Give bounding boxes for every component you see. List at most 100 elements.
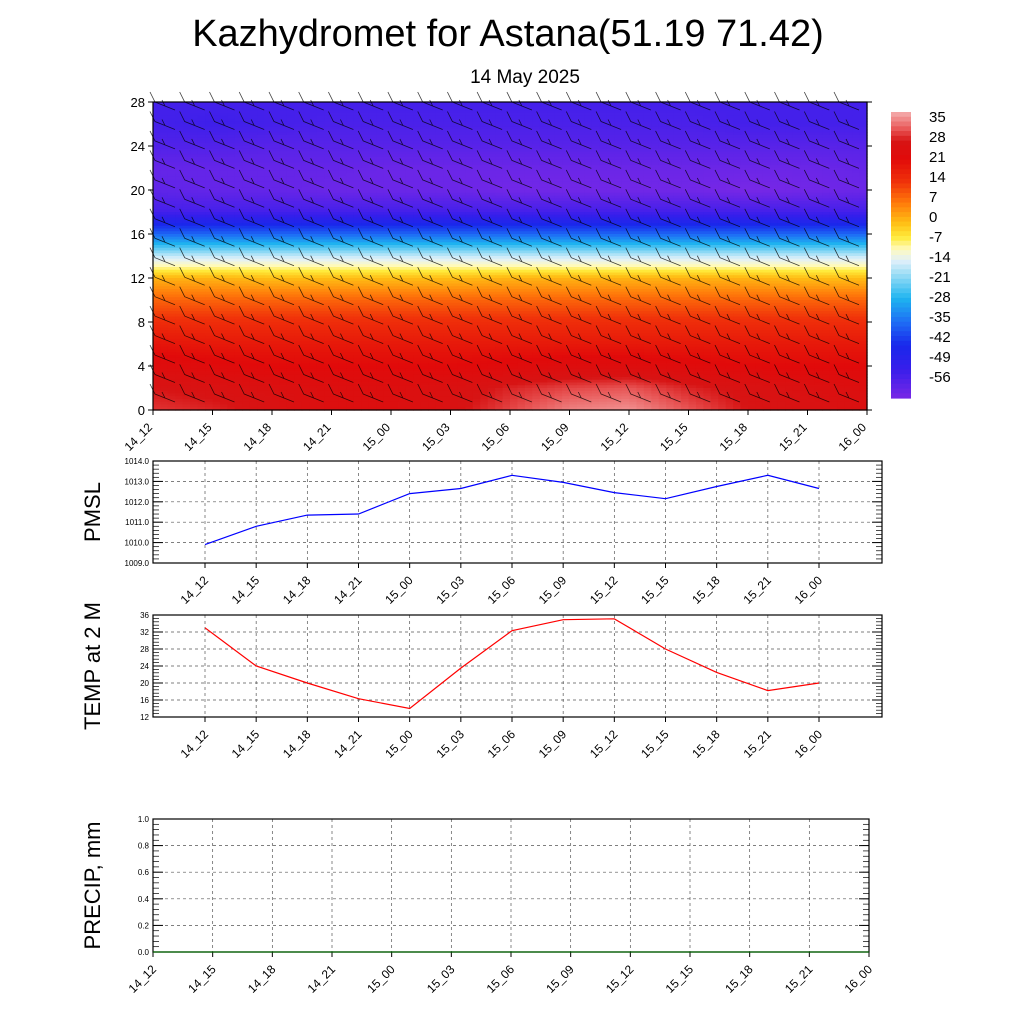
heatmap-cell (554, 110, 563, 114)
heatmap-cell (465, 234, 474, 238)
heatmap-cell (398, 135, 407, 139)
heatmap-cell (294, 151, 303, 155)
heatmap-cell (272, 135, 281, 139)
heatmap-cell (733, 104, 742, 109)
heatmap-cell (733, 140, 742, 144)
heatmap-cell (547, 223, 556, 227)
heatmap-cell (435, 201, 444, 205)
heatmap-cell (175, 157, 184, 161)
heatmap-cell (338, 198, 347, 202)
heatmap-cell (353, 214, 362, 219)
heatmap-cell (733, 198, 742, 202)
heatmap-cell (695, 132, 704, 136)
heatmap-cell (718, 132, 727, 136)
heatmap-cell (822, 201, 831, 205)
heatmap-cell (301, 151, 310, 155)
heatmap-cell (197, 148, 206, 153)
heatmap-cell (636, 121, 645, 125)
heatmap-cell (510, 203, 519, 208)
heatmap-cell (361, 118, 370, 122)
heatmap-cell (450, 181, 459, 186)
heatmap-cell (532, 146, 541, 150)
heatmap-cell (212, 110, 221, 114)
heatmap-cell (547, 159, 556, 164)
heatmap-cell (205, 239, 214, 243)
heatmap-cell (725, 231, 734, 235)
heatmap-cell (405, 162, 414, 166)
heatmap-cell (160, 148, 169, 153)
heatmap-cell (733, 209, 742, 213)
heatmap-cell (651, 179, 660, 183)
heatmap-cell (688, 239, 697, 243)
heatmap-cell (822, 170, 831, 175)
heatmap-cell (405, 225, 414, 230)
heatmap-cell (629, 195, 638, 199)
heatmap-cell (205, 195, 214, 199)
heatmap-cell (539, 126, 548, 131)
heatmap-cell (718, 154, 727, 158)
heatmap-cell (688, 113, 697, 117)
heatmap-cell (651, 102, 660, 106)
heatmap-cell (368, 151, 377, 155)
heatmap-cell (316, 198, 325, 202)
heatmap-cell (792, 179, 801, 183)
heatmap-cell (547, 110, 556, 114)
heatmap-cell (576, 234, 585, 238)
heatmap-cell (770, 124, 779, 128)
heatmap-cell (584, 203, 593, 208)
heatmap-cell (651, 239, 660, 243)
heatmap-cell (465, 176, 474, 180)
heatmap-cell (755, 148, 764, 153)
heatmap-cell (814, 129, 823, 133)
heatmap-cell (695, 242, 704, 246)
heatmap-cell (770, 157, 779, 161)
heatmap-cell (420, 104, 429, 109)
heatmap-cell (829, 195, 838, 199)
heatmap-cell (666, 228, 675, 232)
heatmap-cell (301, 135, 310, 139)
heatmap-cell (777, 203, 786, 208)
heatmap-cell (681, 228, 690, 232)
heatmap-cell (539, 195, 548, 199)
heatmap-cell (480, 201, 489, 205)
heatmap-cell (681, 198, 690, 202)
heatmap-cell (219, 135, 228, 139)
heatmap-cell (643, 201, 652, 205)
heatmap-cell (428, 176, 437, 180)
heatmap-cell (576, 217, 585, 221)
heatmap-cell (249, 203, 258, 208)
heatmap-cell (673, 190, 682, 194)
heatmap-cell (457, 137, 466, 142)
heatmap-cell (532, 118, 541, 122)
heatmap-cell (361, 126, 370, 131)
heatmap-cell (383, 110, 392, 114)
heatmap-cell (651, 165, 660, 169)
heatmap-cell (740, 146, 749, 150)
heatmap-cell (800, 135, 809, 139)
heatmap-cell (562, 124, 571, 128)
heatmap-cell (495, 239, 504, 243)
heatmap-cell (569, 220, 578, 224)
heatmap-cell (219, 107, 228, 111)
heatmap-cell (770, 225, 779, 230)
heatmap-cell (450, 220, 459, 224)
heatmap-cell (770, 190, 779, 194)
heatmap-cell (435, 132, 444, 136)
heatmap-cell (428, 214, 437, 219)
heatmap-cell (219, 157, 228, 161)
heatmap-cell (740, 201, 749, 205)
heatmap-cell (792, 137, 801, 142)
heatmap-cell (205, 225, 214, 230)
heatmap-cell (859, 151, 868, 155)
heatmap-cell (755, 135, 764, 139)
heatmap-cell (554, 118, 563, 122)
heatmap-cell (301, 239, 310, 243)
heatmap-cell (420, 190, 429, 194)
heatmap-cell (331, 190, 340, 194)
heatmap-cell (666, 176, 675, 180)
heatmap-cell (740, 225, 749, 230)
heatmap-cell (153, 228, 162, 232)
heatmap-cell (197, 162, 206, 166)
heatmap-cell (569, 234, 578, 238)
heatmap-cell (212, 192, 221, 197)
